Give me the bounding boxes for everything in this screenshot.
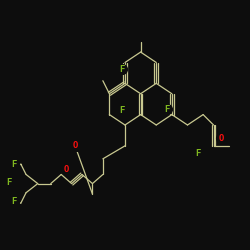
Text: F: F — [12, 160, 17, 168]
Text: F: F — [164, 105, 169, 114]
Text: O: O — [64, 165, 69, 174]
Text: F: F — [12, 197, 17, 206]
Text: F: F — [6, 178, 12, 187]
Text: F: F — [195, 149, 200, 158]
Text: F: F — [120, 106, 125, 115]
Text: F: F — [120, 64, 125, 74]
Text: O: O — [73, 141, 78, 150]
Text: O: O — [219, 134, 224, 142]
